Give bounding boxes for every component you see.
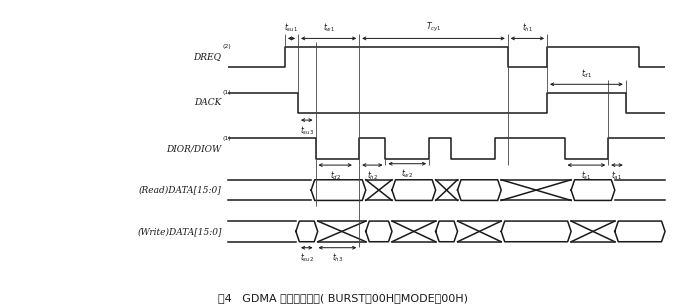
Text: $t_{s1}$: $t_{s1}$ — [581, 169, 592, 182]
Text: $t_{su1}$: $t_{su1}$ — [284, 22, 299, 34]
Text: (1): (1) — [223, 90, 232, 95]
Text: $T_{cy1}$: $T_{cy1}$ — [425, 21, 441, 34]
Text: $t_{h2}$: $t_{h2}$ — [366, 169, 378, 182]
Text: DACK: DACK — [195, 99, 222, 107]
Text: $t_{d2}$: $t_{d2}$ — [329, 169, 341, 182]
Text: (Write)DATA[15:0]: (Write)DATA[15:0] — [137, 227, 222, 236]
Text: $t_{h3}$: $t_{h3}$ — [332, 252, 343, 264]
Text: $t_{d1}$: $t_{d1}$ — [581, 68, 592, 80]
Text: DIOR/DIOW: DIOR/DIOW — [166, 144, 222, 153]
Text: $t_{w2}$: $t_{w2}$ — [401, 168, 414, 180]
Text: $t_{h1}$: $t_{h1}$ — [522, 22, 533, 34]
Text: (2): (2) — [223, 44, 232, 49]
Text: $t_{su3}$: $t_{su3}$ — [300, 124, 314, 137]
Text: $t_{a1}$: $t_{a1}$ — [612, 169, 623, 182]
Text: (1): (1) — [223, 136, 232, 140]
Text: 图4   GDMA 从机模式时序( BURST＝00H，MODE＝00H): 图4 GDMA 从机模式时序( BURST＝00H，MODE＝00H) — [218, 293, 467, 303]
Text: $t_{su2}$: $t_{su2}$ — [300, 252, 314, 264]
Text: $t_{w1}$: $t_{w1}$ — [323, 22, 335, 34]
Text: DREQ: DREQ — [194, 53, 222, 62]
Text: (Read)DATA[15:0]: (Read)DATA[15:0] — [139, 186, 222, 195]
